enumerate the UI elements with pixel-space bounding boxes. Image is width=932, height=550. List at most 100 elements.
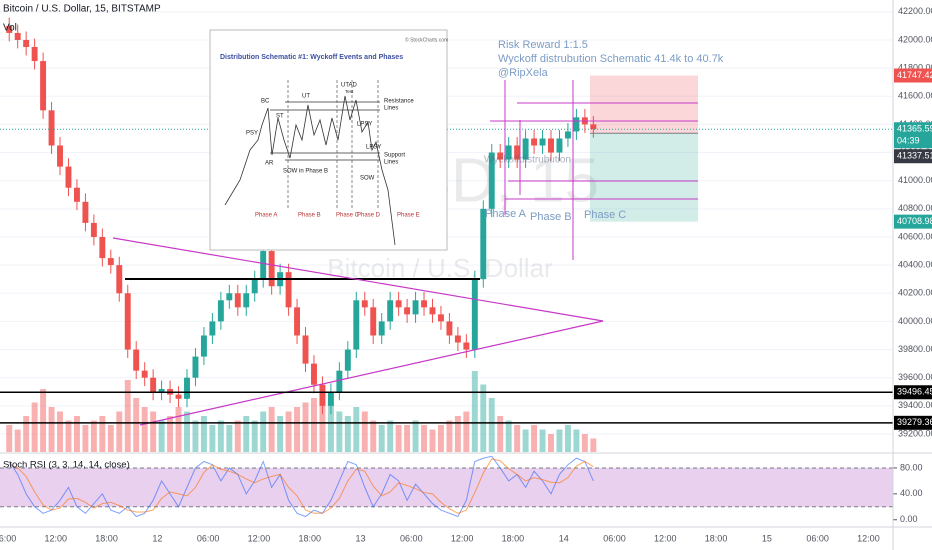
y-tick-label: 39400.00	[898, 400, 932, 410]
price-badge-label: 41747.42	[897, 70, 932, 80]
volume-bar	[48, 407, 55, 452]
volume-bar	[437, 425, 444, 452]
x-tick-label: 12:00	[857, 533, 880, 543]
y-tick-label: 42000.00	[898, 34, 932, 44]
x-tick-label: 06:00	[0, 533, 16, 543]
volume-bar	[192, 420, 199, 452]
candle-body	[209, 321, 216, 336]
volume-bar	[14, 429, 21, 452]
candle-body	[564, 131, 571, 139]
stoch-rsi-pane	[0, 455, 897, 521]
triangle-line	[139, 320, 604, 426]
price-badge-label: 40708.98	[897, 216, 932, 226]
volume-bar	[251, 420, 258, 452]
candle-body	[116, 265, 123, 294]
x-tick-label: 12:00	[654, 533, 677, 543]
candle-body	[150, 377, 157, 392]
x-tick-label: 18:00	[705, 533, 728, 543]
price-badges: 41747.42 41365.59 04:39 41337.51 40708.98 394…	[894, 68, 932, 430]
candle-body	[107, 258, 114, 266]
volume-bar	[57, 411, 63, 452]
volume-bar	[581, 434, 588, 452]
candle-body	[505, 145, 512, 160]
x-tick-label: 18:00	[95, 533, 118, 543]
candle-body	[141, 370, 148, 378]
x-tick-label: 15	[762, 533, 772, 543]
drawings	[112, 80, 698, 426]
volume-bar	[40, 389, 47, 452]
price-badge	[894, 415, 932, 430]
volume-bar	[471, 371, 478, 452]
candle-body	[437, 314, 444, 322]
support-lines	[0, 391, 893, 424]
volume-bar	[573, 429, 580, 452]
volume-bar	[184, 411, 190, 452]
volume-bar	[268, 407, 275, 452]
volume-bar	[387, 420, 394, 452]
stoch-tick-label: 40.00	[900, 488, 923, 498]
x-tick-label: 12:00	[451, 533, 474, 543]
price-badge	[894, 68, 932, 83]
y-tick-label: 40800.00	[898, 203, 932, 213]
candle-body	[90, 222, 97, 237]
candle-body	[268, 251, 275, 287]
candle-body	[133, 349, 140, 371]
candle-body	[395, 300, 402, 308]
candle-body	[294, 307, 301, 336]
volume-bar	[141, 407, 148, 452]
stoch-band	[0, 467, 893, 507]
volume-bar	[497, 416, 504, 452]
volume-bar	[319, 389, 326, 452]
volume-bar	[294, 407, 301, 452]
candle-body	[522, 138, 529, 160]
watermark-sub: Bitcoin / U.S. Dollar	[327, 253, 553, 283]
price-badge-label: 39496.45	[897, 387, 932, 397]
price-badge	[894, 214, 932, 229]
annotation: Wyckoff distrubution Schematic 41.4k to …	[498, 53, 724, 65]
candle-body	[65, 166, 72, 188]
candle-body	[31, 47, 38, 62]
candle-body	[124, 293, 131, 350]
volume-bar	[539, 429, 546, 452]
y-tick-label: 39600.00	[898, 372, 932, 382]
candle-body	[378, 321, 385, 336]
x-tick-label: 18:00	[298, 533, 321, 543]
volume-bar	[590, 438, 597, 452]
inset-phase: Phase D	[357, 213, 381, 219]
volume-bar	[217, 420, 224, 452]
stop-zone	[590, 75, 698, 134]
volume	[6, 371, 597, 452]
candle-body	[73, 187, 80, 202]
candle-body	[514, 145, 521, 160]
candle-body	[99, 236, 106, 259]
candle-body	[319, 384, 326, 406]
candle-body	[539, 138, 546, 146]
x-tick-label: 06:00	[197, 533, 220, 543]
inset-event: ST	[276, 114, 284, 120]
candle-body	[548, 138, 554, 153]
inset-note: Lines	[384, 106, 398, 112]
candle-body	[497, 152, 504, 160]
inset-event: LPSY	[357, 122, 372, 128]
stoch-tick-label: 80.00	[900, 462, 923, 472]
volume-bar	[378, 425, 385, 452]
candle-body	[14, 32, 21, 40]
price-badge-label: 41365.59	[897, 124, 932, 134]
triangle-line	[112, 237, 604, 322]
inset-title: Distribution Schematic #1: Wyckoff Event…	[220, 54, 403, 61]
volume-bar	[404, 425, 411, 452]
phase-label: Phase B	[530, 211, 572, 223]
candle-body	[454, 335, 461, 343]
stoch-line	[8, 455, 594, 518]
volume-bar	[150, 411, 157, 452]
phase-label: Phase C	[584, 209, 626, 221]
volume-bar	[90, 420, 97, 452]
price-badge-label: 39279.36	[897, 417, 932, 427]
inset-credit: © StockCharts.com	[405, 36, 448, 43]
inset-event: UT	[302, 94, 310, 100]
volume-bar	[370, 420, 377, 452]
candle-body	[531, 138, 538, 146]
y-tick-label: 40600.00	[898, 231, 932, 241]
candle-body	[421, 300, 427, 308]
